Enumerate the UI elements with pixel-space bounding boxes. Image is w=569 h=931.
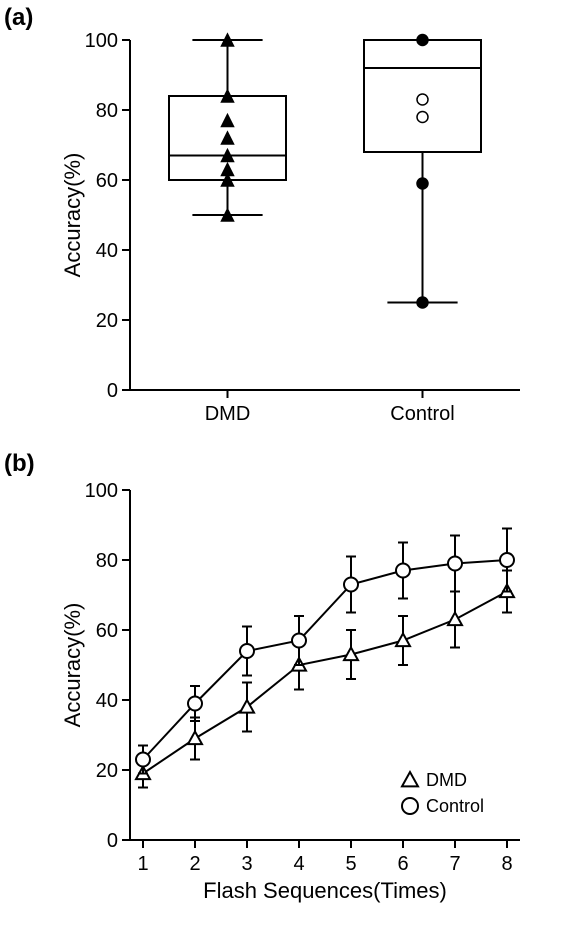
svg-text:20: 20 bbox=[96, 760, 118, 782]
svg-text:0: 0 bbox=[107, 830, 118, 852]
svg-text:60: 60 bbox=[96, 620, 118, 642]
svg-text:7: 7 bbox=[449, 853, 460, 875]
svg-text:100: 100 bbox=[85, 480, 118, 502]
panel-a-chart: 0 20 40 60 80 100 Accuracy(%) DMD Control bbox=[60, 20, 540, 440]
svg-text:4: 4 bbox=[293, 853, 304, 875]
svg-text:0: 0 bbox=[107, 380, 118, 402]
svg-text:8: 8 bbox=[501, 853, 512, 875]
svg-text:3: 3 bbox=[241, 853, 252, 875]
svg-text:80: 80 bbox=[96, 550, 118, 572]
svg-text:Flash Sequences(Times): Flash Sequences(Times) bbox=[203, 878, 447, 903]
svg-text:20: 20 bbox=[96, 310, 118, 332]
panel-b-label: (b) bbox=[4, 450, 35, 478]
svg-text:40: 40 bbox=[96, 690, 118, 712]
svg-text:Accuracy(%): Accuracy(%) bbox=[60, 603, 85, 728]
svg-text:100: 100 bbox=[85, 30, 118, 52]
svg-text:1: 1 bbox=[137, 853, 148, 875]
svg-text:2: 2 bbox=[189, 853, 200, 875]
svg-text:Accuracy(%): Accuracy(%) bbox=[60, 153, 85, 278]
panel-a-label: (a) bbox=[4, 4, 33, 32]
svg-text:DMD: DMD bbox=[426, 770, 467, 790]
svg-text:5: 5 bbox=[345, 853, 356, 875]
svg-text:Control: Control bbox=[390, 403, 454, 425]
svg-text:40: 40 bbox=[96, 240, 118, 262]
svg-text:60: 60 bbox=[96, 170, 118, 192]
svg-text:DMD: DMD bbox=[205, 403, 251, 425]
svg-text:80: 80 bbox=[96, 100, 118, 122]
panel-b-chart: 0 20 40 60 80 100 Accuracy(%) 1 2 3 4 5 6 7 8 Flash Seq… bbox=[60, 470, 540, 910]
svg-text:6: 6 bbox=[397, 853, 408, 875]
svg-text:Control: Control bbox=[426, 796, 484, 816]
